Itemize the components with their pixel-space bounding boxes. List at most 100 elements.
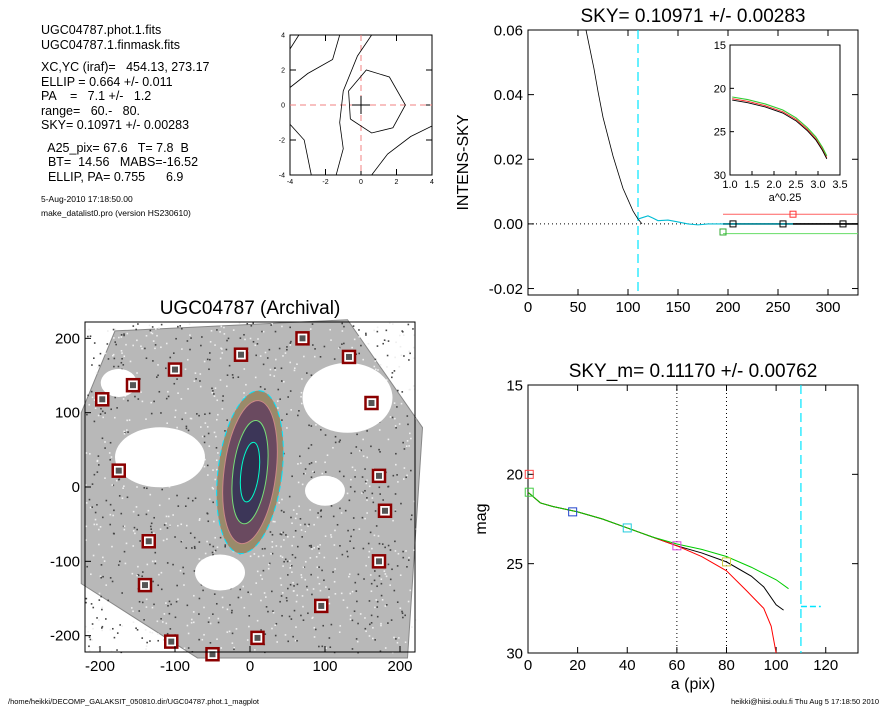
noise-speck (375, 525, 378, 527)
noise-speck (410, 518, 412, 521)
x-tick-label: 40 (619, 657, 636, 674)
noise-speck (302, 619, 305, 622)
noise-speck (212, 545, 215, 548)
noise-speck (125, 343, 127, 346)
noise-speck (314, 628, 317, 631)
masked-region (195, 554, 245, 591)
noise-speck (176, 584, 178, 587)
noise-speck (292, 635, 294, 638)
noise-speck (282, 380, 285, 383)
noise-speck (97, 455, 100, 457)
noise-speck (390, 619, 393, 621)
noise-speck (412, 328, 414, 330)
param-center: XC,YC (iraf)= 454.13, 273.17 (41, 60, 210, 74)
noise-speck (103, 560, 106, 562)
noise-speck (319, 356, 322, 358)
noise-speck (410, 469, 412, 472)
noise-speck (243, 606, 246, 609)
noise-speck (392, 519, 394, 522)
noise-speck (220, 325, 223, 328)
noise-speck (173, 352, 175, 354)
noise-speck (402, 550, 404, 553)
noise-speck (132, 545, 135, 547)
noise-speck (312, 588, 315, 590)
noise-speck (104, 477, 106, 479)
noise-speck (228, 630, 231, 633)
noise-speck (99, 352, 102, 355)
noise-speck (361, 476, 364, 478)
noise-speck (405, 476, 407, 479)
noise-speck (177, 325, 179, 328)
noise-speck (136, 372, 138, 374)
noise-speck (386, 354, 389, 357)
noise-speck (160, 412, 162, 414)
noise-speck (296, 594, 299, 597)
noise-speck (228, 364, 231, 367)
noise-speck (97, 366, 99, 369)
noise-speck (325, 586, 327, 588)
noise-speck (403, 467, 406, 469)
noise-speck (342, 475, 345, 478)
noise-speck (141, 347, 143, 350)
noise-speck (112, 353, 115, 356)
noise-speck (281, 592, 284, 594)
noise-speck (304, 523, 306, 526)
noise-speck (214, 344, 216, 346)
noise-speck (349, 540, 351, 543)
noise-speck (132, 610, 134, 613)
masked-region (305, 475, 345, 506)
y-tick-label: 0 (281, 102, 285, 109)
noise-speck (98, 364, 101, 367)
noise-speck (145, 645, 148, 647)
noise-speck (165, 602, 167, 604)
noise-speck (158, 504, 161, 507)
y-tick-label: -100 (50, 553, 80, 570)
noise-speck (353, 610, 356, 613)
noise-speck (195, 378, 197, 380)
noise-speck (283, 539, 285, 541)
noise-speck (287, 396, 289, 398)
noise-speck (411, 626, 413, 628)
noise-speck (233, 646, 235, 649)
noise-speck (153, 532, 155, 535)
noise-speck (339, 625, 342, 627)
noise-speck (413, 334, 415, 336)
noise-speck (165, 515, 168, 518)
noise-speck (278, 501, 281, 504)
noise-speck (87, 394, 89, 397)
noise-speck (405, 445, 408, 447)
noise-speck (181, 418, 184, 421)
noise-speck (91, 623, 94, 625)
noise-speck (318, 552, 321, 554)
noise-speck (372, 637, 374, 640)
sky-marker (729, 220, 737, 228)
noise-speck (219, 379, 222, 381)
noise-speck (395, 638, 397, 640)
noise-speck (208, 617, 211, 619)
noise-speck (187, 647, 190, 649)
noise-speck (163, 524, 166, 526)
noise-speck (123, 334, 125, 337)
noise-speck (282, 565, 284, 567)
chart-title: SKY_m= 0.11170 +/- 0.00762 (569, 361, 818, 382)
noise-speck (121, 592, 123, 594)
noise-speck (293, 609, 296, 612)
noise-speck (350, 478, 352, 481)
noise-speck (317, 576, 319, 579)
noise-speck (148, 324, 151, 327)
noise-speck (308, 424, 310, 427)
noise-speck (274, 634, 277, 637)
noise-speck (280, 584, 283, 586)
noise-speck (300, 576, 303, 579)
noise-speck (108, 452, 111, 454)
noise-speck (154, 562, 157, 565)
noise-speck (135, 627, 137, 630)
noise-speck (384, 647, 387, 649)
noise-speck (177, 392, 179, 394)
noise-speck (102, 556, 104, 559)
noise-speck (406, 565, 408, 568)
noise-speck (186, 604, 189, 607)
noise-speck (88, 498, 91, 501)
noise-speck (394, 356, 396, 359)
noise-speck (157, 633, 159, 635)
